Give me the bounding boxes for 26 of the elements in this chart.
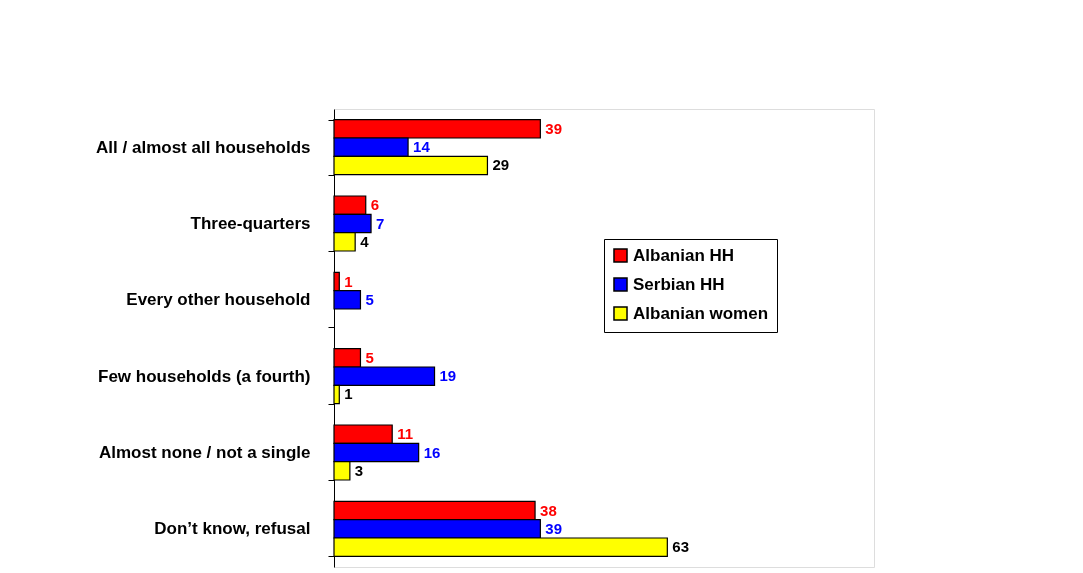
data-label: 38 xyxy=(540,501,557,519)
data-label: 39 xyxy=(545,119,563,137)
data-label: 29 xyxy=(492,156,510,174)
data-label: 63 xyxy=(672,538,690,556)
legend-label: Albanian women xyxy=(633,303,769,323)
legend-label: Albanian HH xyxy=(633,245,735,265)
y-tick-label: All / almost all households xyxy=(96,137,311,157)
data-label: 39 xyxy=(545,519,563,537)
data-label: 7 xyxy=(376,214,385,232)
data-label: 1 xyxy=(344,272,353,290)
data-label: 19 xyxy=(439,367,457,385)
legend-label: Serbian HH xyxy=(633,274,725,294)
data-label: 1 xyxy=(344,385,353,403)
data-label: 5 xyxy=(365,290,374,308)
data-label: 5 xyxy=(365,348,374,366)
data-label: 11 xyxy=(397,425,414,443)
y-tick-label: Few households (a fourth) xyxy=(98,366,311,386)
data-label: 3 xyxy=(354,461,364,479)
data-label: 14 xyxy=(413,138,431,156)
y-tick-label: Three-quarters xyxy=(190,214,311,233)
y-tick-label: Don’t know, refusal xyxy=(154,519,311,539)
y-tick-label: Every other household xyxy=(126,290,311,310)
y-tick-label: Almost none / not a single xyxy=(98,443,311,462)
data-label: 4 xyxy=(360,232,370,250)
data-label: 16 xyxy=(423,443,441,461)
data-label: 6 xyxy=(370,196,380,214)
